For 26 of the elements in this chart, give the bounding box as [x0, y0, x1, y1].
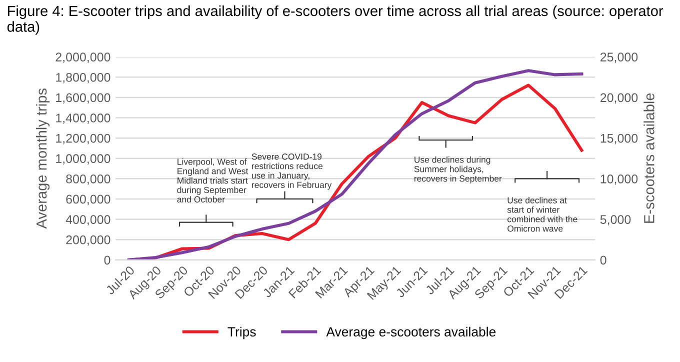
y-tick-label: 400,000: [66, 215, 110, 226]
legend-label: Trips: [228, 326, 256, 340]
y-tick-label: 600,000: [66, 194, 110, 206]
y-tick-label: 1,000,000: [56, 154, 110, 165]
annotation: Use declines at start of winter combined with the Omicron wave: [507, 196, 578, 232]
y2-axis-title: E-scooters available: [644, 93, 654, 223]
y2-tick-label: 25,000: [600, 52, 638, 63]
y2-tick-label: 15,000: [600, 134, 638, 144]
y-tick-label: 1,800,000: [56, 72, 110, 84]
y-tick-label: 1,200,000: [56, 134, 110, 144]
y-tick-label: 2,000,000: [56, 52, 110, 63]
annotation: Severe COVID-19 restrictions reduce use in January, recovers in February: [252, 154, 332, 190]
y2-tick-label: 0: [600, 256, 606, 265]
annotation: Liverpool, West of England and West Midland trials start during September and October: [177, 158, 248, 202]
y2-tick-label: 5,000: [600, 215, 631, 226]
y-tick-label: 800,000: [66, 174, 110, 185]
annotation: Use declines during Summer holidays, recovers in September: [414, 156, 502, 184]
y-tick-label: 200,000: [66, 235, 110, 246]
y2-tick-label: 10,000: [600, 174, 638, 185]
y-tick-label: 0: [104, 256, 110, 265]
chart-title: Figure 4: E-scooter trips and availability of e-scooters over time across all trial areas (source: operator data): [7, 5, 664, 35]
y-tick-label: 1,400,000: [56, 114, 110, 124]
legend-label: Average e-scooters available: [326, 326, 496, 340]
y-tick-label: 1,600,000: [56, 93, 110, 104]
y-axis-title: Average monthly trips: [36, 88, 50, 229]
y2-tick-label: 20,000: [600, 93, 638, 104]
